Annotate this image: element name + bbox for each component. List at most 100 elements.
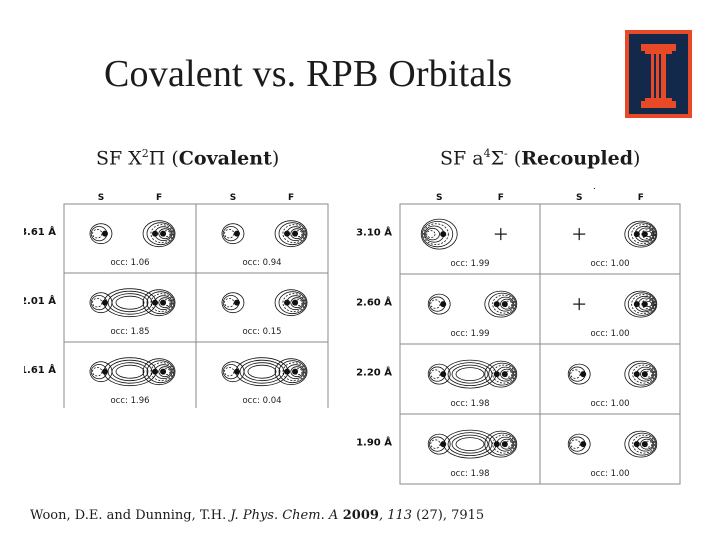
orbital-contour	[142, 358, 176, 386]
atom-label: S	[436, 193, 442, 203]
orbital-contour	[640, 438, 654, 450]
orbital-contour	[504, 300, 513, 308]
orbital-contour	[570, 369, 581, 379]
orbital-contour	[631, 294, 656, 315]
orbital-contour	[421, 221, 454, 248]
nucleus-dot	[493, 371, 500, 378]
orbital-contour	[221, 223, 245, 245]
orbital-cell	[539, 273, 681, 345]
orbital-contour	[570, 439, 581, 449]
orbital-plot	[420, 218, 507, 250]
occupation-label: occ: 1.00	[590, 329, 629, 339]
distance-label: 3.10 Å	[356, 226, 392, 239]
orbital-contour	[274, 220, 308, 248]
orbital-contour	[290, 366, 304, 378]
orbital-contour	[488, 432, 517, 456]
covalent-orbital-figure: NO: 7σ S F NO: 8σ S F 3.61 Å occ: 1.06 occ: 0.94…	[24, 188, 329, 408]
nucleus-dot	[501, 371, 508, 378]
nucleus-dot	[160, 368, 167, 375]
orbital-contour	[158, 297, 172, 309]
orbital-contour	[290, 297, 304, 309]
bond-contour	[107, 359, 153, 384]
orbital-contour	[158, 366, 172, 378]
bond-contour	[451, 364, 489, 384]
nucleus-dot	[633, 301, 640, 308]
nucleus-dot	[152, 299, 159, 306]
orbital-plot	[567, 360, 658, 388]
bond-contour	[111, 362, 149, 382]
occupation-label: occ: 1.96	[110, 396, 149, 406]
orbital-contour	[640, 368, 654, 380]
orbital-plot	[427, 359, 518, 389]
atom-label: F	[156, 193, 162, 203]
orbital-cell	[539, 203, 681, 275]
right-panel-heading: SF a4Σ- (Recoupled)	[440, 147, 641, 170]
orbital-contour	[92, 297, 103, 308]
nucleus-dot	[284, 230, 291, 237]
orbital-contour	[492, 434, 516, 454]
orbital-contour	[500, 368, 514, 380]
orbital-contour	[427, 293, 451, 315]
orbital-contour	[627, 222, 657, 246]
orbital-contour	[430, 299, 441, 309]
orbital-contour	[162, 230, 171, 238]
occupation-label: occ: 1.00	[590, 259, 629, 269]
orbital-contour	[632, 434, 656, 454]
bond-contour	[111, 293, 149, 313]
orbital-contour	[484, 360, 518, 388]
nucleus-dot	[641, 371, 648, 378]
occupation-label: occ: 1.00	[590, 399, 629, 409]
orbital-contour	[488, 362, 517, 386]
orbital-contour	[488, 292, 517, 316]
orbital-contour	[146, 360, 175, 384]
nucleus-dot	[493, 301, 500, 308]
atom-label: F	[498, 193, 504, 203]
distance-label: 1.61 Å	[24, 363, 56, 376]
orbital-plot	[427, 429, 518, 459]
nucleus-dot	[641, 441, 648, 448]
orbital-plot	[573, 220, 658, 248]
occupation-label: occ: 1.99	[450, 329, 489, 339]
orbital-contour	[290, 228, 304, 240]
orbital-contour	[644, 370, 653, 378]
nucleus-dot	[440, 301, 447, 308]
recoupled-orbital-figure: NO: 7σ S F NO/GVB: 8σ S F 3.10 Å occ: 1.99 occ: …	[356, 188, 681, 485]
nucleus-dot	[633, 371, 640, 378]
orbital-contour	[278, 291, 307, 315]
occupation-label: occ: 0.94	[242, 258, 281, 268]
orbital-contour	[420, 218, 458, 250]
orbital-contour	[430, 369, 441, 379]
nucleus-dot	[284, 368, 291, 375]
orbital-plot	[89, 357, 176, 387]
orbital-plot	[221, 220, 308, 248]
bond-contour	[115, 364, 145, 379]
orbital-contour	[282, 224, 306, 244]
orbital-contour	[567, 363, 591, 385]
orbital-contour	[632, 364, 656, 384]
orbital-contour	[492, 294, 516, 314]
orbital-plot	[573, 290, 658, 318]
atom-label: S	[98, 193, 104, 203]
orbital-cell	[195, 203, 329, 274]
nucleus-dot	[284, 299, 291, 306]
occupation-label: occ: 1.99	[450, 259, 489, 269]
university-logo	[625, 30, 692, 118]
orbital-contour	[492, 364, 516, 384]
nucleus-dot	[233, 299, 240, 306]
atom-label: F	[288, 193, 294, 203]
occupation-label: occ: 1.00	[590, 469, 629, 479]
occupation-label: occ: 1.06	[110, 258, 149, 268]
orbital-contour	[484, 430, 518, 458]
bond-contour	[447, 432, 493, 457]
orbital-contour	[146, 222, 175, 246]
orbital-contour	[627, 292, 657, 316]
occupation-label: occ: 1.98	[450, 469, 489, 479]
orbital-contour	[624, 360, 658, 388]
orbital-contour	[567, 433, 591, 455]
nucleus-dot	[580, 441, 587, 448]
nucleus-dot	[101, 299, 108, 306]
orbital-contour	[644, 440, 653, 448]
orbital-contour	[500, 298, 514, 310]
atom-label: S	[576, 193, 582, 203]
orbital-contour	[504, 440, 513, 448]
